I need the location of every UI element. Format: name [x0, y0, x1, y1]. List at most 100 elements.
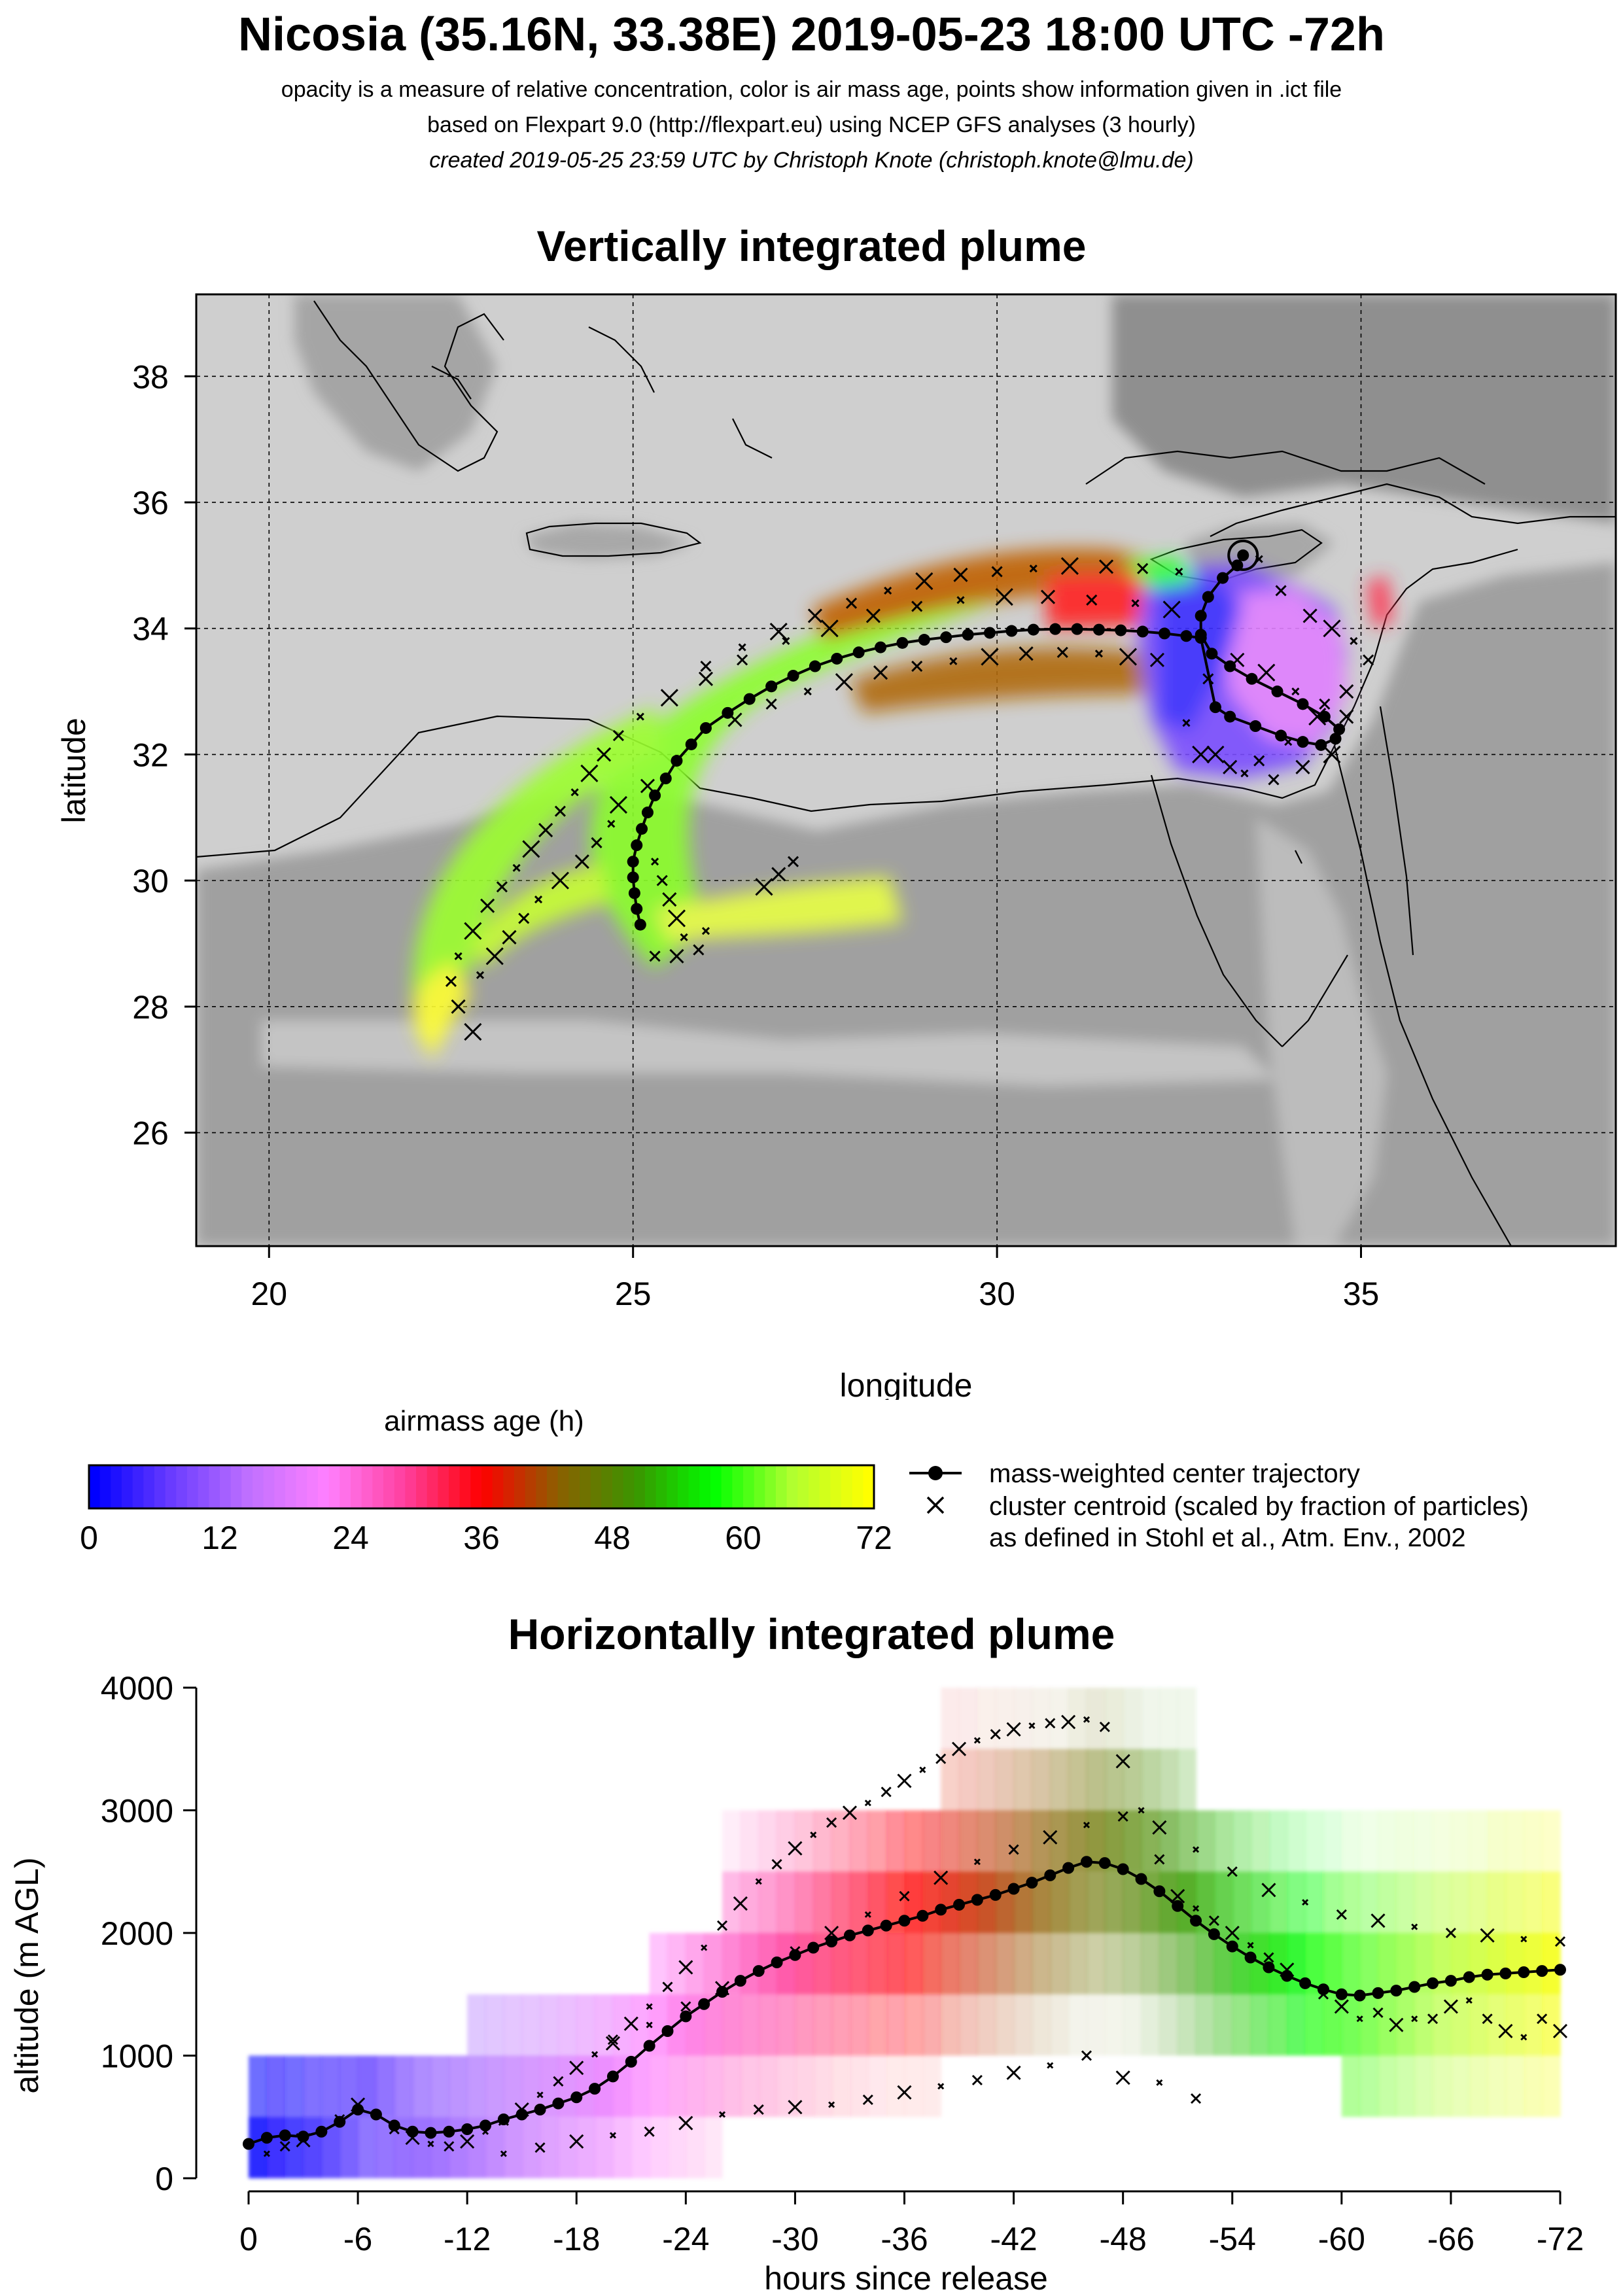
- map-trajectory-point: [1297, 736, 1309, 748]
- map-cluster-centroid: [1323, 619, 1341, 638]
- altitude-trajectory-point: [680, 2010, 692, 2023]
- colorbar-cell: [383, 1465, 395, 1508]
- plume-cell: [540, 2117, 559, 2178]
- colorbar-cell: [830, 1465, 842, 1508]
- map-cluster-centroid: [607, 820, 616, 828]
- plume-cell: [576, 1994, 595, 2056]
- altitude-cluster-centroid: [1045, 1718, 1056, 1729]
- altitude-cluster-centroid: [937, 2083, 945, 2090]
- altitude-cluster-centroid: [1263, 1952, 1274, 1963]
- altitude-trajectory-point: [515, 2108, 528, 2121]
- altitude-cluster-centroid: [536, 2091, 544, 2098]
- map-trajectory-point: [631, 903, 643, 915]
- colorbar-label: airmass age (h): [384, 1405, 584, 1437]
- altitude-cluster-centroid: [1537, 2013, 1548, 2025]
- plume-cell: [1378, 1810, 1397, 1872]
- plume-cell: [849, 1994, 869, 2056]
- altitude-trajectory-point: [807, 1941, 820, 1954]
- plume-cell: [886, 1933, 905, 1994]
- colorbar-cell: [416, 1465, 428, 1508]
- altitude-cluster-centroid: [973, 1858, 981, 1866]
- altitude-cluster-centroid: [1061, 1714, 1076, 1730]
- altitude-cluster-centroid: [500, 2150, 507, 2157]
- altitude-cluster-centroid: [973, 1737, 981, 1744]
- plume-cell: [722, 1810, 741, 1872]
- map-trajectory-point: [809, 660, 821, 672]
- map-frame: [195, 293, 1617, 1247]
- altitude-trajectory-point: [843, 1929, 856, 1941]
- map-trajectory-point: [685, 738, 697, 750]
- plume-cell: [521, 1994, 541, 2056]
- plume-cell: [849, 2055, 869, 2117]
- map-cluster-centroid: [1295, 759, 1310, 774]
- altitude-cluster-centroid: [897, 1773, 912, 1788]
- colorbar-tick-label: 72: [856, 1520, 892, 1556]
- plume-cell: [1068, 1994, 1087, 2056]
- plume-cell: [795, 2055, 814, 2117]
- map-cluster-centroid: [956, 596, 965, 604]
- plume-cell: [849, 1810, 869, 1872]
- colorbar-frame: [88, 1464, 875, 1510]
- plume-cell: [1505, 1871, 1525, 1933]
- altitude-trajectory-point: [916, 1909, 929, 1922]
- map-y-tick-label: 28: [132, 989, 169, 1026]
- map-trajectory-point: [627, 856, 639, 868]
- altitude-trajectory-point: [1062, 1862, 1075, 1874]
- legend-trajectory-label: mass-weighted center trajectory: [989, 1459, 1360, 1488]
- plume-cell: [849, 1933, 869, 1994]
- plume-cell: [485, 2055, 504, 2117]
- altitude-cluster-centroid: [919, 1766, 926, 1773]
- map-cluster-centroid: [1060, 557, 1079, 575]
- plume-cell: [1524, 2055, 1543, 2117]
- altitude-x-tick-label: -36: [881, 2221, 928, 2257]
- altitude-trajectory-point: [880, 1919, 892, 1932]
- plume-cell: [704, 2117, 723, 2178]
- altitude-trajectory-point: [1481, 1968, 1493, 1981]
- map-cluster-centroid: [570, 788, 579, 797]
- altitude-cluster-centroid: [1081, 2050, 1092, 2061]
- altitude-cluster-centroid: [1192, 1846, 1200, 1853]
- colorbar-cell: [351, 1465, 362, 1508]
- map-trajectory-point: [1333, 723, 1346, 735]
- map-y-axis-label: latitude: [56, 718, 92, 823]
- plume-cell: [1159, 1688, 1179, 1749]
- altitude-cluster-centroid: [553, 2076, 564, 2087]
- altitude-cluster-centroid: [788, 2100, 803, 2115]
- plume-cell: [1250, 1994, 1270, 2056]
- plume-cell: [303, 2117, 323, 2178]
- plume-cell: [1086, 1871, 1106, 1933]
- colorbar-cell: [459, 1465, 471, 1508]
- colorbar-cell: [394, 1465, 406, 1508]
- colorbar-tick-label: 36: [463, 1520, 500, 1556]
- map-cluster-centroid: [1253, 755, 1265, 767]
- altitude-cluster-centroid: [1520, 2034, 1527, 2041]
- altitude-x-tick-label: -60: [1318, 2221, 1365, 2257]
- map-cluster-centroid: [845, 597, 858, 609]
- plume-cell: [321, 2055, 341, 2117]
- subtitle-credit: created 2019-05-25 23:59 UTC by Christop…: [429, 148, 1194, 173]
- colorbar-cell: [601, 1465, 613, 1508]
- colorbar-cell: [655, 1465, 667, 1508]
- altitude-trajectory-point: [1353, 1989, 1366, 2002]
- plume-cell: [285, 2055, 304, 2117]
- altitude-cluster-points: [263, 1714, 1568, 2157]
- map-trajectory-point: [1206, 648, 1218, 660]
- plume-cell: [1178, 1748, 1196, 1811]
- map-trajectory-point: [1136, 625, 1149, 638]
- map-cluster-centroid: [1302, 608, 1318, 623]
- map-cluster-centroid: [476, 971, 485, 979]
- map-cluster-centroid: [1350, 636, 1358, 646]
- map-cluster-centroid: [771, 867, 786, 882]
- altitude-cluster-centroid: [1099, 1721, 1110, 1733]
- colorbar-tick-label: 48: [594, 1520, 631, 1556]
- altitude-cluster-centroid: [1208, 1915, 1219, 1926]
- plume-cell: [1050, 1748, 1069, 1811]
- map-trajectory-point: [852, 646, 865, 659]
- plume-cell: [340, 2117, 358, 2178]
- altitude-cluster-centroid: [607, 2034, 619, 2045]
- altitude-cluster-centroid: [1227, 1866, 1238, 1877]
- plume-cell: [813, 1994, 832, 2056]
- colorbar-cell: [580, 1465, 591, 1508]
- altitude-cluster-centroid: [718, 2111, 726, 2118]
- plume-cell: [1433, 1871, 1452, 1933]
